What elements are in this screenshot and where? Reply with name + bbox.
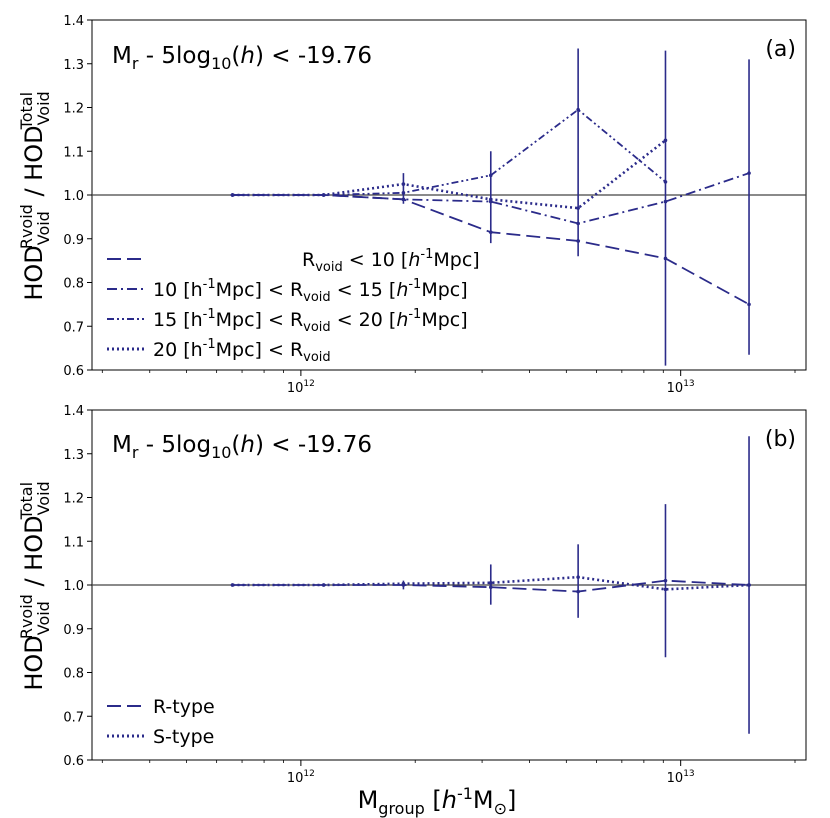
panel-b-ytick-label: 0.8 [63,667,84,682]
panel-b-label: (b) [765,427,796,452]
panel-a-xtick-label: 1013 [667,379,695,396]
legend-a-label-4: 20 [h-1Mpc] < Rvoid [153,337,331,365]
panel-a-ytick-label: 0.8 [63,277,84,292]
legend-b-label-2: S-type [153,726,214,748]
panel-a-ytick-label: 0.7 [63,320,84,335]
panel-b-ytick-label: 0.9 [63,623,84,638]
panel-a-title: Mr - 5log10(h) < -19.76 [112,43,372,73]
panel-b-xtick-label: 1012 [287,769,315,786]
legend-a-label-3: 15 [h-1Mpc] < Rvoid < 20 [h-1Mpc] [153,307,468,335]
panel-a-series-4-point [230,193,235,197]
panel-a-ytick-label: 1.2 [63,102,84,117]
x-axis-label: Mgroup [h-1M⊙] [358,784,517,818]
panel-a-ytick-label: 1.4 [63,14,84,29]
panel-b: 0.6 0.7 0.8 0.9 1.0 1.1 1.2 1.3 1.4 1012 1013 [63,404,807,786]
svg-text:HODVoidRvoid / HODVoidTotal: HODVoidRvoid / HODVoidTotal [17,481,53,690]
panel-b-legend: R-type S-type [107,696,215,748]
panel-a-ytick-label: 1.3 [63,58,84,73]
panel-b-ytick-label: 1.2 [63,492,84,507]
panel-a-ytick-label: 0.9 [63,233,84,248]
panel-a-label: (a) [765,37,796,62]
panel-a-ytick-label: 0.6 [63,364,84,379]
panel-b-ytick-label: 1.0 [63,579,84,594]
panel-a-ytick-label: 1.0 [63,189,84,204]
legend-a-label-1: Rvoid < 10 [h-1Mpc] [302,247,480,275]
panel-b-series-2-point [321,583,326,587]
panel-b-ytick-label: 0.6 [63,754,84,769]
panel-a-legend: Rvoid < 10 [h-1Mpc] 10 [h-1Mpc] < Rvoid … [107,247,480,365]
panel-a-series-4-point [321,193,326,197]
panel-b-ytick-label: 1.4 [63,404,84,419]
svg-text:HODVoidRvoid / HODVoidTotal: HODVoidRvoid / HODVoidTotal [17,91,53,300]
panel-b-ytick-label: 1.1 [63,535,84,550]
panel-a-ylabel: HODVoidRvoid / HODVoidTotal [17,91,53,300]
panel-b-series-2-point [230,583,235,587]
panel-a-xtick-label: 1012 [287,379,315,396]
panel-a: 0.6 0.7 0.8 0.9 1.0 1.1 1.2 1.3 1.4 1012 1013 [63,14,807,396]
panel-b-ytick-label: 1.3 [63,448,84,463]
legend-b-label-1: R-type [153,696,215,718]
panel-b-xtick-label: 1013 [667,769,695,786]
panel-a-series-3 [232,108,667,196]
legend-a-label-2: 10 [h-1Mpc] < Rvoid < 15 [h-1Mpc] [153,277,468,305]
panel-b-title: Mr - 5log10(h) < -19.76 [112,432,372,462]
panel-a-ytick-label: 1.1 [63,145,84,160]
panel-a-series-4 [232,139,667,210]
panel-b-ytick-label: 0.7 [63,710,84,725]
panel-b-ylabel: HODVoidRvoid / HODVoidTotal [17,481,53,690]
